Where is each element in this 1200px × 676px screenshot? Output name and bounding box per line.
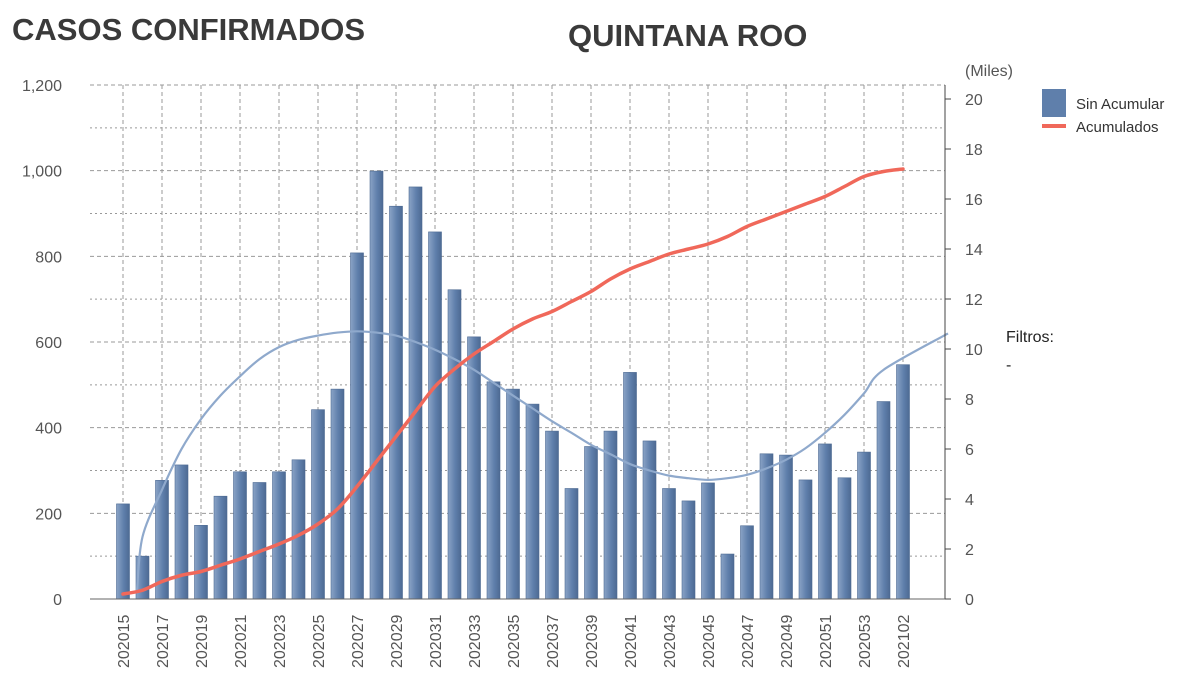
line-series [121, 167, 949, 596]
legend-swatch-acumulados [1042, 124, 1066, 128]
x-tick-label: 202035 [506, 615, 523, 668]
x-tick-label: 202051 [818, 615, 835, 668]
bar[interactable] [798, 479, 813, 600]
y2-tick-label: 18 [965, 142, 983, 159]
x-tick-label: 202102 [896, 615, 913, 668]
y-tick-label: 1,200 [22, 78, 62, 95]
y2-tick-label: 8 [965, 392, 974, 409]
y2-tick-label: 10 [965, 342, 983, 359]
y2-tick-label: 20 [965, 92, 983, 109]
x-tick-label: 202029 [389, 615, 406, 668]
bar-series [116, 170, 910, 600]
bar[interactable] [486, 381, 501, 600]
y-tick-label: 400 [35, 421, 62, 438]
legend-swatch-sin-acumular [1042, 89, 1066, 117]
y2-axis-label: (Miles) [965, 63, 1013, 80]
bar[interactable] [311, 409, 325, 600]
bar[interactable] [213, 495, 228, 600]
bar[interactable] [818, 443, 832, 600]
bar[interactable] [779, 454, 793, 600]
bar[interactable] [506, 388, 520, 600]
bar[interactable] [759, 453, 774, 600]
y2-tick-label: 6 [965, 442, 974, 459]
y-axis-right: (Miles) 0 2 4 6 8 10 12 14 16 18 20 [944, 63, 1013, 609]
bar[interactable] [623, 372, 637, 600]
x-tick-label: 202041 [623, 615, 640, 668]
x-tick-label: 202053 [857, 615, 874, 668]
bar[interactable] [701, 482, 715, 600]
y2-tick-label: 12 [965, 292, 983, 309]
bar[interactable] [291, 459, 306, 600]
x-tick-label: 202037 [545, 615, 562, 668]
legend[interactable]: Sin Acumular Acumulados [1042, 89, 1164, 136]
bar[interactable] [662, 488, 676, 600]
x-tick-label: 202049 [779, 615, 796, 668]
acumulados-line [121, 167, 905, 596]
y-tick-label: 1,000 [22, 164, 62, 181]
bar[interactable] [642, 440, 657, 600]
bar[interactable] [525, 403, 540, 600]
x-tick-label: 202033 [467, 615, 484, 668]
bar[interactable] [272, 471, 286, 600]
bar[interactable] [408, 186, 423, 600]
bar[interactable] [857, 451, 871, 600]
bar[interactable] [174, 464, 189, 600]
bar[interactable] [330, 388, 345, 600]
x-tick-label: 202015 [116, 615, 133, 668]
x-tick-label: 202019 [194, 615, 211, 668]
bar[interactable] [252, 482, 267, 600]
bar[interactable] [720, 553, 735, 600]
legend-label-acumulados: Acumulados [1076, 119, 1159, 136]
x-axis: 202015 202017 202019 202021 202023 202025 2020… [90, 598, 945, 668]
bar[interactable] [389, 205, 403, 600]
x-tick-label: 202043 [662, 615, 679, 668]
bar[interactable] [350, 252, 364, 600]
filters-value: - [1006, 357, 1012, 374]
x-tick-label: 202039 [584, 615, 601, 668]
filters-label: Filtros: [1006, 329, 1054, 346]
y2-tick-label: 14 [965, 242, 983, 259]
y-tick-label: 800 [35, 249, 62, 266]
y2-tick-label: 0 [965, 592, 974, 609]
x-tick-label: 202031 [428, 615, 445, 668]
bar[interactable] [467, 336, 481, 600]
x-tick-label: 202027 [350, 615, 367, 668]
bar[interactable] [428, 231, 442, 600]
x-tick-label: 202021 [233, 615, 250, 668]
y2-tick-label: 4 [965, 492, 974, 509]
bar[interactable] [447, 289, 462, 600]
bar[interactable] [545, 430, 559, 600]
bar[interactable] [896, 364, 910, 600]
bar[interactable] [369, 170, 384, 600]
x-tick-label: 202045 [701, 615, 718, 668]
bar[interactable] [194, 525, 208, 600]
y2-tick-label: 2 [965, 542, 974, 559]
chart-left-title: CASOS CONFIRMADOS [12, 12, 366, 47]
bar[interactable] [740, 525, 754, 600]
y-axis-left: 0 200 400 600 800 1,000 1,200 [22, 78, 62, 609]
trend-line [135, 330, 949, 591]
bar[interactable] [233, 471, 247, 600]
y-tick-label: 600 [35, 335, 62, 352]
legend-label-sin-acumular: Sin Acumular [1076, 96, 1164, 113]
y2-tick-label: 16 [965, 192, 983, 209]
bar[interactable] [837, 477, 852, 600]
bar[interactable] [564, 488, 579, 600]
y-tick-label: 0 [53, 592, 62, 609]
bar[interactable] [584, 446, 598, 600]
x-tick-label: 202023 [272, 615, 289, 668]
x-tick-label: 202025 [311, 615, 328, 668]
chart-title: QUINTANA ROO [568, 18, 808, 53]
bar[interactable] [681, 500, 696, 600]
bar[interactable] [116, 503, 130, 600]
x-tick-label: 202017 [155, 615, 172, 668]
bar[interactable] [876, 401, 891, 600]
y-tick-label: 200 [35, 506, 62, 523]
x-tick-label: 202047 [740, 615, 757, 668]
